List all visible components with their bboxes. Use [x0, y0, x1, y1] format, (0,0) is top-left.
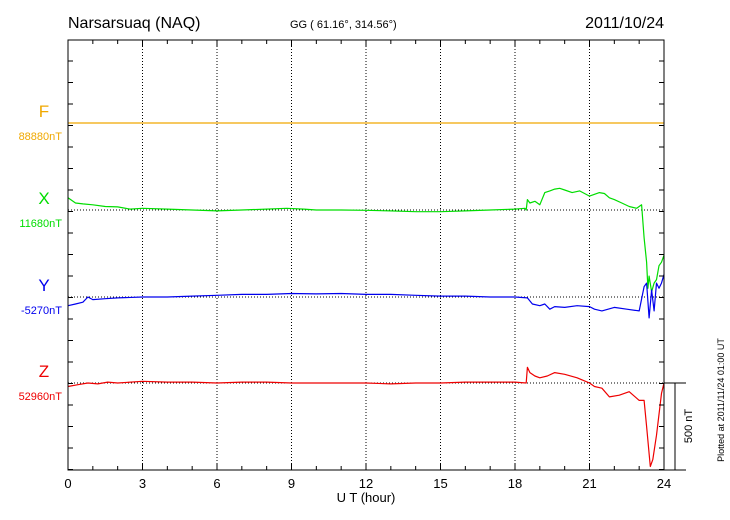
- series-baseline-f: 88880nT: [19, 131, 63, 143]
- x-tick-label: 9: [288, 476, 295, 491]
- series-name-f: F: [39, 102, 49, 121]
- label-layer: F 88880nT X 11680nT Y -5270nT Z 52960nT: [19, 102, 63, 403]
- x-tick-label: 0: [64, 476, 71, 491]
- series-baseline-z: 52960nT: [19, 391, 63, 403]
- scale-bar-label: 500 nT: [683, 409, 695, 444]
- plotted-timestamp: Plotted at 2011/11/24 01:00 UT: [716, 338, 726, 462]
- plot-frame: [67, 39, 665, 471]
- series-line-z: [67, 366, 665, 468]
- series-layer: [67, 122, 665, 468]
- x-tick-label: 18: [508, 476, 522, 491]
- chart-date: 2011/10/24: [585, 15, 664, 32]
- x-tick-label: 24: [657, 476, 671, 491]
- series-name-z: Z: [39, 362, 49, 381]
- series-baseline-x: 11680nT: [19, 218, 62, 230]
- x-tick-label: 15: [433, 476, 447, 491]
- station-coordinates: GG ( 61.16°, 314.56°): [290, 19, 397, 31]
- series-baseline-y: -5270nT: [21, 305, 62, 317]
- station-title: Narsarsuaq (NAQ): [68, 15, 200, 32]
- x-tick-label: 3: [139, 476, 146, 491]
- scale-bar: [664, 382, 686, 471]
- x-tick-label: 21: [582, 476, 596, 491]
- x-axis-label: U T (hour): [337, 490, 396, 505]
- series-name-x: X: [38, 189, 49, 208]
- series-line-x: [67, 187, 665, 293]
- x-tick-label: 6: [213, 476, 220, 491]
- series-name-y: Y: [38, 276, 49, 295]
- x-tick-label: 12: [359, 476, 373, 491]
- tick-layer: 0 3 6 9 12 15 18 21 24: [64, 40, 671, 491]
- grid-layer: [68, 40, 664, 470]
- series-line-y: [67, 274, 665, 319]
